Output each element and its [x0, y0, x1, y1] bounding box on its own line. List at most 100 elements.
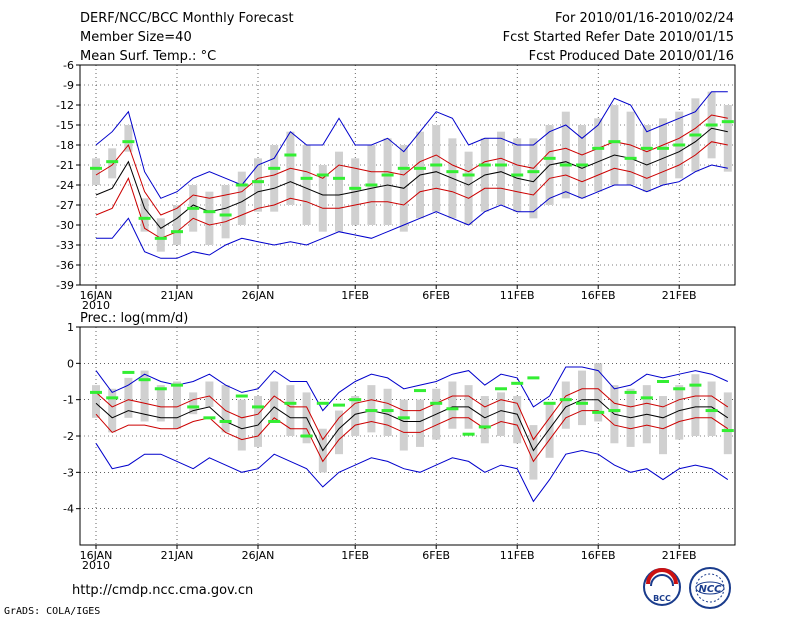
obs-mark: [689, 133, 702, 137]
series-line-ensemble-min: [96, 164, 728, 259]
range-bar: [383, 138, 392, 225]
obs-mark: [673, 387, 686, 391]
source-url[interactable]: http://cmdp.ncc.cma.gov.cn: [72, 583, 253, 598]
range-bar: [237, 171, 246, 225]
range-bar: [659, 118, 667, 185]
obs-mark: [657, 146, 669, 150]
obs-mark: [365, 409, 378, 413]
range-bar: [221, 385, 230, 433]
plot-frame: [79, 326, 736, 546]
range-bar: [675, 385, 684, 440]
range-bar: [108, 388, 117, 433]
series-line-ensemble-mean: [95, 399, 729, 452]
range-bar: [529, 138, 538, 219]
obs-mark: [381, 173, 394, 177]
obs-mark: [138, 216, 151, 220]
obs-mark: [90, 390, 102, 394]
range-bar: [561, 381, 570, 429]
obs-mark: [640, 396, 653, 400]
range-bar: [286, 385, 295, 436]
obs-mark: [106, 396, 119, 400]
range-bar: [221, 185, 230, 239]
series-line-ensemble-mean-sd: [95, 410, 729, 463]
series-line-ensemble-max: [95, 366, 729, 412]
range-bar: [140, 370, 149, 422]
range-bar: [642, 125, 651, 192]
range-bar: [254, 396, 262, 447]
range-bar: [124, 125, 133, 152]
range-bar: [723, 105, 732, 172]
obs-mark: [462, 173, 475, 177]
range-bar: [578, 370, 586, 426]
y-tick-label: -3: [63, 466, 74, 479]
obs-mark: [624, 390, 637, 394]
obs-mark: [349, 186, 362, 190]
header-variable: Mean Surf. Temp.: °C: [80, 49, 216, 64]
y-tick-label: -36: [56, 259, 74, 272]
range-bar: [448, 381, 457, 429]
x-tick-label: 6FEB: [422, 289, 450, 302]
obs-mark: [527, 170, 540, 174]
series-line-ensemble-mean-sd: [95, 141, 728, 239]
y-tick-label: 0: [67, 357, 74, 370]
obs-mark: [300, 176, 313, 180]
range-bar: [189, 392, 198, 415]
x-tick-label: 11FEB: [500, 549, 535, 562]
obs-mark: [90, 166, 102, 170]
x-tick-label: 16FEB: [581, 289, 616, 302]
obs-mark: [187, 405, 200, 409]
obs-mark: [171, 230, 183, 234]
range-bar: [124, 377, 133, 418]
obs-mark: [171, 383, 183, 387]
header-period: For 2010/01/16-2010/02/24: [555, 11, 734, 26]
ncc-logo-text: NCC: [698, 584, 722, 595]
obs-mark: [397, 166, 410, 170]
obs-mark: [608, 409, 621, 413]
obs-mark: [495, 163, 507, 167]
y-tick-label: -33: [56, 239, 74, 252]
grads-credit: GrADS: COLA/IGES: [4, 606, 100, 617]
range-bar: [416, 399, 424, 447]
range-bar: [318, 165, 327, 232]
precip-title: Prec.: log(mm/d): [80, 311, 188, 326]
obs-mark: [268, 419, 281, 423]
x-tick-label: 16JAN: [80, 289, 113, 302]
obs-mark: [673, 143, 686, 147]
obs-mark: [543, 156, 556, 160]
y-tick-label: -24: [56, 179, 74, 192]
range-bar: [432, 125, 441, 212]
range-bar: [399, 399, 408, 451]
obs-mark: [705, 409, 718, 413]
obs-mark: [252, 180, 264, 184]
x-tick-label: 21JAN: [161, 549, 194, 562]
obs-mark: [316, 173, 329, 177]
obs-mark: [414, 166, 426, 170]
header-member-size: Member Size=40: [80, 30, 192, 45]
range-bar: [691, 374, 700, 436]
range-bar: [659, 396, 667, 455]
obs-mark: [154, 236, 167, 240]
obs-mark: [235, 394, 248, 398]
x-tick-label: 6FEB: [422, 549, 450, 562]
obs-mark: [333, 176, 345, 180]
range-bar: [723, 392, 732, 455]
obs-mark: [268, 166, 281, 170]
obs-mark: [624, 156, 637, 160]
range-bar: [205, 191, 214, 245]
range-bar: [480, 396, 489, 444]
obs-mark: [333, 403, 345, 407]
obs-mark: [640, 146, 653, 150]
range-bar: [367, 385, 376, 433]
obs-mark: [430, 163, 443, 167]
obs-mark: [219, 213, 232, 217]
range-bar: [529, 425, 538, 480]
header-produced-date: Fcst Produced Date 2010/01/16: [529, 49, 734, 64]
obs-mark: [430, 401, 443, 405]
plot-frame: [79, 64, 736, 286]
range-bar: [383, 388, 392, 436]
obs-mark: [527, 376, 540, 380]
range-bar: [497, 392, 505, 436]
obs-mark: [478, 425, 491, 429]
series-line-ensemble-max: [95, 91, 728, 199]
obs-mark: [252, 405, 264, 409]
